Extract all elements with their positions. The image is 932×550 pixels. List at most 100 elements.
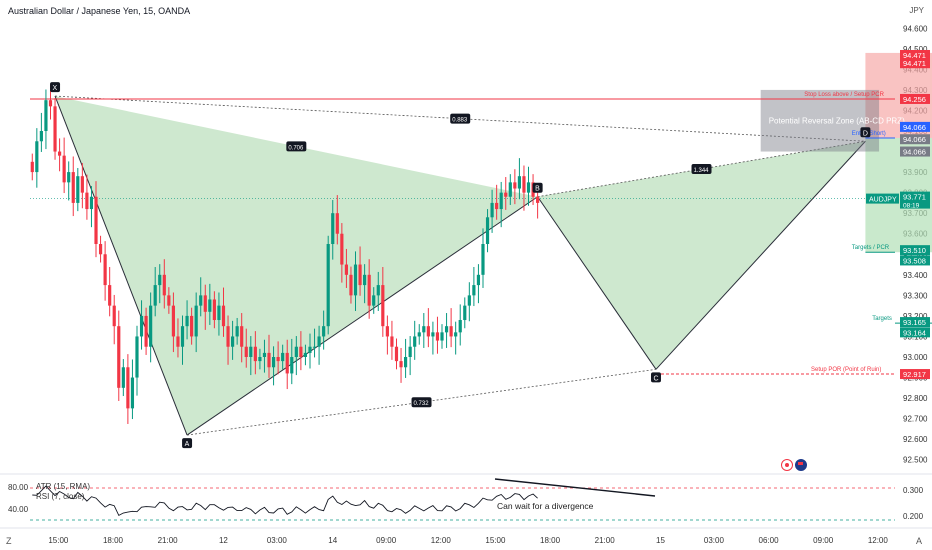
timezone-button[interactable]: Z	[6, 536, 12, 546]
candle[interactable]	[281, 352, 285, 362]
price-tag[interactable]	[900, 327, 930, 338]
candle[interactable]	[385, 326, 389, 337]
rsi-line[interactable]	[32, 485, 538, 517]
candle[interactable]	[372, 295, 376, 306]
pattern-leg[interactable]	[655, 140, 866, 370]
candle[interactable]	[440, 332, 444, 341]
candle[interactable]	[267, 352, 271, 368]
pattern-point-badge[interactable]	[50, 82, 61, 93]
candle[interactable]	[376, 285, 380, 296]
candle[interactable]	[153, 285, 157, 306]
candle[interactable]	[208, 299, 212, 312]
candle[interactable]	[326, 244, 330, 327]
price-tag[interactable]	[900, 255, 930, 266]
candle[interactable]	[89, 196, 94, 210]
candle[interactable]	[340, 233, 344, 265]
candle[interactable]	[522, 176, 526, 193]
price-tag[interactable]	[900, 317, 930, 328]
candle[interactable]	[62, 155, 66, 183]
price-tag[interactable]	[900, 245, 930, 256]
candle[interactable]	[80, 176, 84, 193]
candle[interactable]	[117, 326, 121, 388]
candle[interactable]	[481, 244, 485, 275]
candle[interactable]	[149, 305, 153, 347]
candle[interactable]	[112, 305, 116, 327]
candle[interactable]	[435, 332, 440, 341]
candle[interactable]	[285, 352, 289, 374]
pattern-triangle-bcd[interactable]	[537, 141, 866, 370]
candle[interactable]	[276, 357, 280, 362]
candle[interactable]	[308, 346, 312, 353]
candle[interactable]	[403, 357, 408, 368]
candle[interactable]	[299, 346, 303, 357]
candle[interactable]	[335, 213, 339, 234]
price-tag[interactable]	[900, 58, 930, 69]
candle[interactable]	[203, 295, 207, 312]
candle[interactable]	[94, 196, 98, 244]
candle[interactable]	[353, 264, 358, 296]
ratio-badge[interactable]	[691, 164, 712, 175]
candle[interactable]	[167, 295, 171, 306]
candle[interactable]	[217, 305, 221, 321]
candle[interactable]	[331, 213, 335, 244]
candle[interactable]	[508, 182, 512, 197]
candle[interactable]	[67, 172, 71, 183]
candle[interactable]	[417, 332, 421, 337]
pattern-point-badge[interactable]	[650, 372, 661, 383]
candle[interactable]	[108, 285, 112, 306]
pattern-leg[interactable]	[186, 196, 538, 436]
candle[interactable]	[240, 326, 244, 347]
ratio-badge[interactable]	[450, 113, 471, 124]
candle[interactable]	[76, 176, 80, 203]
candle[interactable]	[176, 336, 180, 347]
prz-box[interactable]	[760, 89, 880, 152]
candle[interactable]	[499, 192, 503, 210]
symbol-badge[interactable]	[866, 193, 899, 204]
pattern-point-badge[interactable]	[860, 127, 871, 138]
candle[interactable]	[536, 196, 540, 203]
candle[interactable]	[194, 305, 198, 337]
candle[interactable]	[126, 367, 130, 409]
atr-legend[interactable]: ATR (15, RMA)	[36, 482, 91, 491]
price-tag[interactable]	[900, 369, 930, 380]
candle[interactable]	[413, 336, 417, 347]
candle[interactable]	[322, 326, 326, 337]
candle[interactable]	[349, 274, 353, 296]
candle[interactable]	[363, 274, 367, 286]
candle[interactable]	[30, 161, 34, 173]
candle[interactable]	[394, 346, 399, 362]
candle[interactable]	[199, 295, 203, 306]
candle[interactable]	[390, 336, 394, 347]
candle[interactable]	[495, 202, 499, 210]
candle[interactable]	[312, 346, 317, 348]
candle[interactable]	[171, 305, 176, 337]
candle[interactable]	[212, 299, 216, 321]
australia-flag-icon[interactable]	[795, 459, 807, 471]
candle[interactable]	[526, 182, 531, 193]
candle[interactable]	[244, 346, 248, 357]
candle[interactable]	[39, 131, 43, 142]
candle[interactable]	[458, 320, 462, 333]
candle[interactable]	[294, 346, 298, 357]
candle[interactable]	[344, 264, 349, 275]
candle[interactable]	[504, 192, 508, 197]
event-flags[interactable]	[781, 459, 807, 471]
candle[interactable]	[399, 361, 403, 368]
candle[interactable]	[44, 100, 48, 131]
candle[interactable]	[513, 182, 517, 189]
candle[interactable]	[249, 346, 253, 357]
candle[interactable]	[53, 106, 57, 152]
candle[interactable]	[221, 305, 226, 327]
auto-scale-button[interactable]: A	[915, 536, 922, 546]
candle[interactable]	[485, 217, 490, 244]
candle[interactable]	[431, 332, 435, 337]
price-tag[interactable]	[900, 121, 930, 132]
candle[interactable]	[158, 274, 162, 286]
candle[interactable]	[422, 326, 426, 333]
candle[interactable]	[258, 357, 262, 362]
candle[interactable]	[476, 274, 481, 286]
price-tag[interactable]	[900, 93, 930, 104]
candle[interactable]	[135, 336, 139, 378]
candle[interactable]	[139, 315, 144, 337]
